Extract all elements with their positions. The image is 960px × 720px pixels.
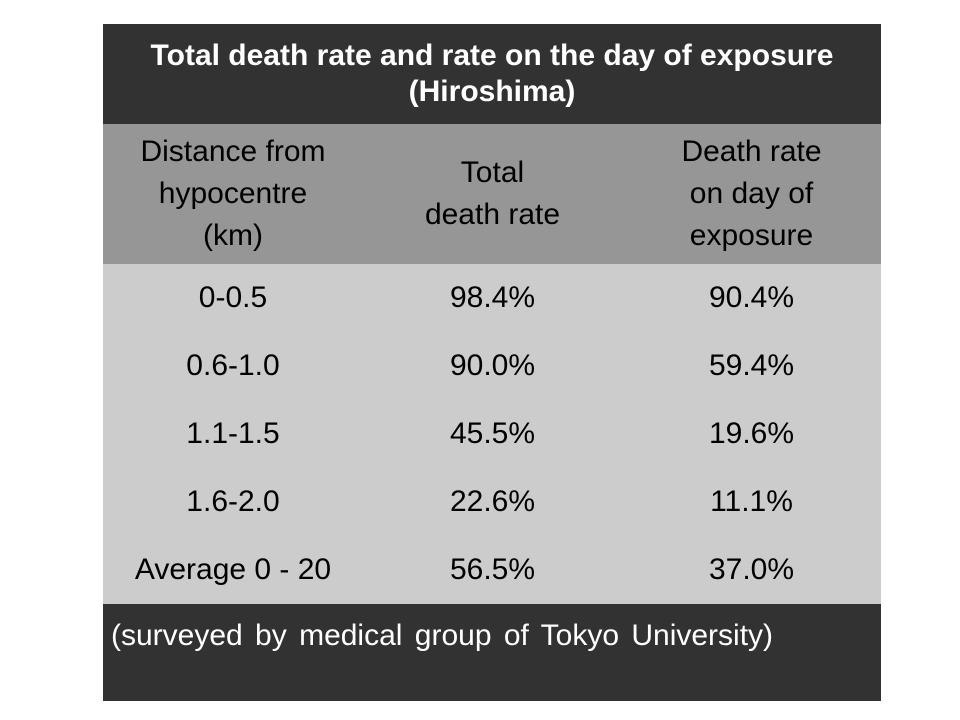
table-row: 0.6-1.0 90.0% 59.4% [103,332,881,400]
total-death-rate-cell: 45.5% [449,417,536,450]
table-body: 0-0.5 98.4% 90.4% 0.6-1.0 90.0% 59.4% 1.… [103,264,881,604]
death-rate-table: Total death rate and rate on the day of … [103,24,881,701]
total-death-rate-cell: 22.6% [449,485,536,518]
day-of-exposure-rate-cell: 11.1% [710,485,793,518]
header-distance-cell: Distance from hypocentre (km) [103,124,363,264]
distance-cell: 1.6-2.0 [186,485,280,518]
total-death-rate-cell: 56.5% [449,553,536,586]
table-header-row: Distance from hypocentre (km) Total deat… [103,124,881,264]
table-footnote: (surveyed by medical group of Tokyo Univ… [103,604,881,701]
header-day-of-exposure-label: Death rate on day of exposure [681,135,822,252]
table-row: 1.6-2.0 22.6% 11.1% [103,468,881,536]
header-distance-label: Distance from hypocentre (km) [140,135,326,252]
header-total-death-rate-cell: Total death rate [363,124,622,264]
day-of-exposure-rate-cell: 90.4% [708,281,795,314]
day-of-exposure-rate-cell: 59.4% [708,349,795,382]
header-total-death-rate-label: Total death rate [424,156,561,231]
distance-cell: Average 0 - 20 [134,553,332,586]
table-row: 1.1-1.5 45.5% 19.6% [103,400,881,468]
header-day-of-exposure-cell: Death rate on day of exposure [622,124,881,264]
table-row: 0-0.5 98.4% 90.4% [103,264,881,332]
total-death-rate-cell: 90.0% [449,349,536,382]
distance-cell: 0.6-1.0 [186,349,280,382]
distance-cell: 0-0.5 [198,281,268,314]
table-title: Total death rate and rate on the day of … [103,24,881,124]
distance-cell: 1.1-1.5 [186,417,280,450]
table-row: Average 0 - 20 56.5% 37.0% [103,536,881,604]
total-death-rate-cell: 98.4% [449,281,536,314]
day-of-exposure-rate-cell: 37.0% [708,553,795,586]
day-of-exposure-rate-cell: 19.6% [708,417,795,450]
